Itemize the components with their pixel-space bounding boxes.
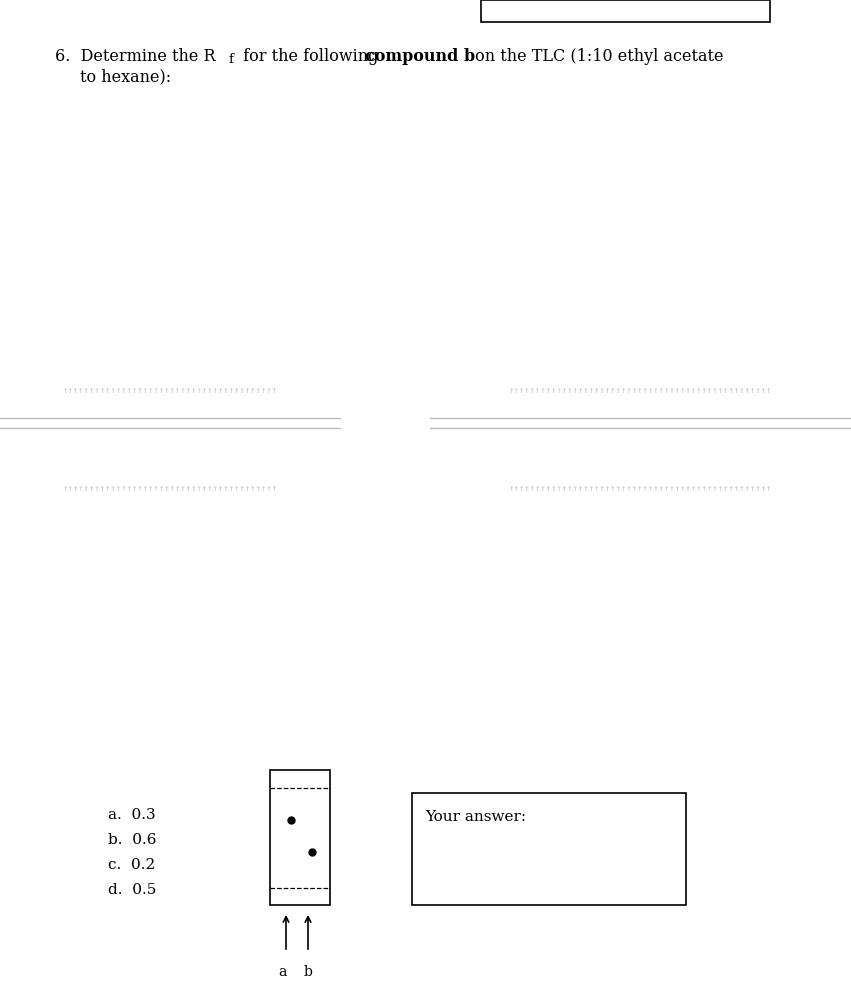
Text: ↑↑↑↑↑↑↑↑↑↑↑↑↑↑↑↑↑↑↑↑↑↑↑↑↑↑↑↑↑↑↑↑↑↑↑↑↑↑↑↑: ↑↑↑↑↑↑↑↑↑↑↑↑↑↑↑↑↑↑↑↑↑↑↑↑↑↑↑↑↑↑↑↑↑↑↑↑↑↑↑↑ [62,484,277,493]
Text: to hexane):: to hexane): [80,68,171,85]
Text: a: a [277,965,286,979]
Bar [270,770,330,905]
Text: ↑↑↑↑↑↑↑↑↑↑↑↑↑↑↑↑↑↑↑↑↑↑↑↑↑↑↑↑↑↑↑↑↑↑↑↑↑↑↑↑↑↑↑↑↑↑↑↑↑: ↑↑↑↑↑↑↑↑↑↑↑↑↑↑↑↑↑↑↑↑↑↑↑↑↑↑↑↑↑↑↑↑↑↑↑↑↑↑↑↑… [509,484,772,493]
Text: compound b: compound b [365,48,475,65]
Text: for the following: for the following [238,48,384,65]
Bar [412,793,686,905]
Text: Your answer:: Your answer: [425,810,526,824]
Text: 6.  Determine the R: 6. Determine the R [55,48,215,65]
Text: d.  0.5: d. 0.5 [108,883,157,897]
Text: ↑↑↑↑↑↑↑↑↑↑↑↑↑↑↑↑↑↑↑↑↑↑↑↑↑↑↑↑↑↑↑↑↑↑↑↑↑↑↑↑: ↑↑↑↑↑↑↑↑↑↑↑↑↑↑↑↑↑↑↑↑↑↑↑↑↑↑↑↑↑↑↑↑↑↑↑↑↑↑↑↑ [62,386,277,395]
Bar [481,0,770,22]
Text: b: b [304,965,312,979]
Text: a.  0.3: a. 0.3 [108,808,156,822]
Text: on the TLC (1:10 ethyl acetate: on the TLC (1:10 ethyl acetate [470,48,723,65]
Text: b.  0.6: b. 0.6 [108,833,157,847]
Text: c.  0.2: c. 0.2 [108,858,155,872]
Text: f: f [229,53,234,66]
Text: ↑↑↑↑↑↑↑↑↑↑↑↑↑↑↑↑↑↑↑↑↑↑↑↑↑↑↑↑↑↑↑↑↑↑↑↑↑↑↑↑↑↑↑↑↑↑↑↑↑: ↑↑↑↑↑↑↑↑↑↑↑↑↑↑↑↑↑↑↑↑↑↑↑↑↑↑↑↑↑↑↑↑↑↑↑↑↑↑↑↑… [509,386,772,395]
